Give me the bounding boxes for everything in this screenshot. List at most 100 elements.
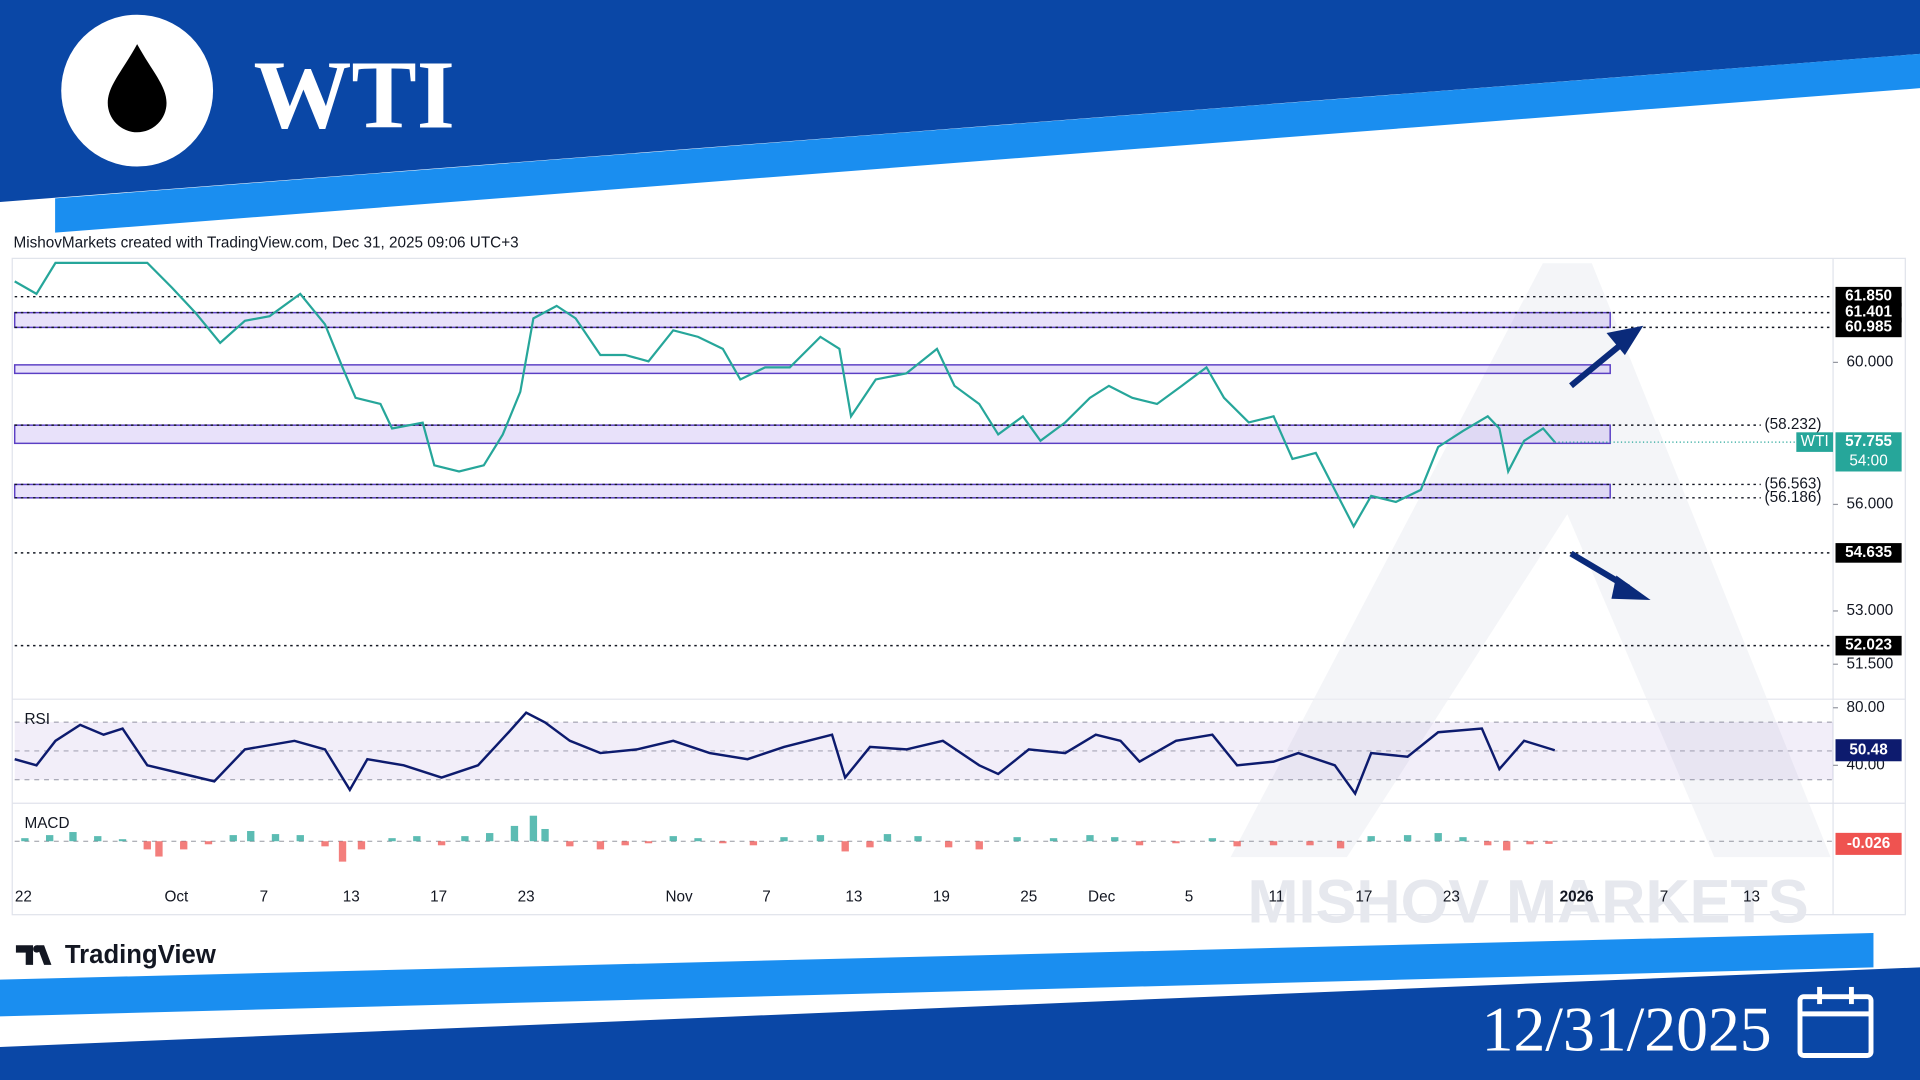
down-arrowhead: [1611, 575, 1651, 600]
y-tick-label: 53.000: [1847, 602, 1894, 619]
footer-band: [0, 967, 1920, 1080]
macd-histogram-bar: [1545, 841, 1553, 844]
calendar-body: [1797, 994, 1874, 1058]
macd-histogram-bar: [155, 841, 163, 857]
macd-histogram-bar: [180, 841, 188, 850]
macd-histogram-bar: [1233, 841, 1241, 847]
level-label: (56.563): [1764, 475, 1821, 492]
macd-histogram-bar: [1434, 833, 1442, 842]
x-tick-label: 11: [1269, 889, 1285, 906]
level-label: 61.401: [1845, 304, 1892, 321]
macd-histogram-bar: [388, 838, 396, 842]
x-tick-label: 25: [1020, 889, 1037, 906]
macd-histogram-bar: [529, 815, 538, 842]
macd-histogram-bar: [357, 841, 366, 850]
macd-histogram-bar: [566, 841, 574, 847]
macd-histogram-bar: [437, 841, 446, 846]
level-label-box: [1835, 543, 1902, 563]
macd-histogram-bar: [1269, 841, 1278, 846]
chart-frame: [11, 257, 1906, 916]
macd-histogram-bar: [338, 841, 347, 862]
pane-title: MACD: [24, 815, 69, 832]
macd-histogram-bar: [321, 841, 329, 847]
macd-histogram-bar: [1526, 841, 1534, 845]
zone: [13, 364, 1611, 375]
level-label-box: [1835, 317, 1902, 338]
countdown-label: 54:00: [1849, 453, 1887, 470]
level-label-box: [1835, 635, 1902, 656]
x-tick-label: 17: [430, 889, 447, 906]
footer-date: 12/31/2025: [1482, 994, 1772, 1065]
macd-histogram-bar: [644, 841, 653, 844]
level-label: 52.023: [1845, 637, 1892, 654]
macd-histogram-bar: [866, 841, 874, 848]
macd-histogram-bar: [1306, 841, 1314, 846]
header-title: WTI: [253, 41, 454, 149]
macd-histogram-bar: [694, 838, 702, 842]
x-tick-label: Oct: [165, 889, 190, 906]
macd-histogram-bar: [1336, 841, 1345, 849]
level-label-box: [1835, 302, 1902, 323]
macd-histogram-bar: [816, 835, 825, 842]
macd-histogram-bar: [45, 835, 54, 842]
macd-histogram-bar: [21, 838, 29, 842]
level-label-box: [1835, 286, 1902, 307]
macd-histogram-bar: [1403, 835, 1412, 842]
tv-mark: [15, 945, 52, 965]
footer-brand: TradingView: [65, 941, 217, 969]
macd-histogram-bar: [914, 836, 922, 842]
last-value-box: [1835, 739, 1902, 762]
macd-histogram-bar: [749, 841, 758, 846]
x-tick-label: 2026: [1560, 889, 1594, 906]
macd-histogram-bar: [621, 841, 629, 846]
up-arrowhead: [1606, 325, 1644, 356]
watermark-logo: [1230, 263, 1831, 858]
header-stripe: [55, 53, 1920, 233]
macd-histogram-bar: [1208, 838, 1217, 842]
macd-histogram-bar: [510, 825, 519, 842]
tradingview-logo: TradingView: [15, 941, 217, 969]
macd-histogram-bar: [461, 836, 469, 842]
last-value-label: -0.026: [1847, 835, 1890, 852]
attribution: MishovMarkets created with TradingView.c…: [13, 235, 518, 252]
x-tick-label: 23: [1443, 889, 1460, 906]
macd-histogram-bar: [118, 839, 127, 842]
x-tick-label: 13: [845, 889, 862, 906]
macd-histogram-bar: [780, 837, 788, 842]
x-tick-label: 7: [1660, 889, 1669, 906]
footer-stripe: [0, 933, 1874, 1017]
symbol-tag-label: WTI: [1801, 433, 1829, 450]
watermark-text: MISHOV MARKETS: [1248, 867, 1809, 935]
level-label: (56.186): [1764, 489, 1821, 506]
x-tick-label: 13: [343, 889, 360, 906]
last-price-box: [1835, 432, 1902, 472]
macd-histogram-bar: [143, 841, 151, 850]
macd-histogram-bar: [1135, 841, 1144, 846]
macd-histogram-bar: [69, 832, 77, 842]
macd-histogram-bar: [204, 841, 213, 845]
macd-histogram-bar: [541, 828, 549, 842]
macd-histogram-bar: [271, 834, 280, 842]
y-tick-label: 80.00: [1847, 699, 1885, 716]
x-tick-label: 19: [933, 889, 950, 906]
macd-histogram-bar: [247, 831, 255, 842]
macd-histogram-bar: [229, 835, 237, 842]
level-label: 60.985: [1845, 318, 1892, 335]
y-tick-label: 60.000: [1847, 353, 1894, 370]
tv-dot: [33, 945, 41, 953]
price-line: [14, 261, 1556, 529]
macd-histogram-bar: [975, 841, 983, 850]
macd-histogram-bar: [596, 841, 605, 850]
symbol-tag: [1796, 432, 1834, 452]
macd-histogram-bar: [296, 835, 304, 842]
x-tick-label: 7: [762, 889, 771, 906]
last-value-label: 50.48: [1849, 741, 1888, 758]
macd-histogram-bar: [1459, 837, 1467, 842]
macd-histogram-bar: [841, 841, 849, 852]
macd-histogram-bar: [719, 841, 727, 844]
level-label: 61.850: [1845, 288, 1892, 305]
macd-histogram-bar: [1484, 841, 1492, 846]
rsi-line: [14, 711, 1556, 797]
calendar-icon: [1797, 986, 1874, 1058]
